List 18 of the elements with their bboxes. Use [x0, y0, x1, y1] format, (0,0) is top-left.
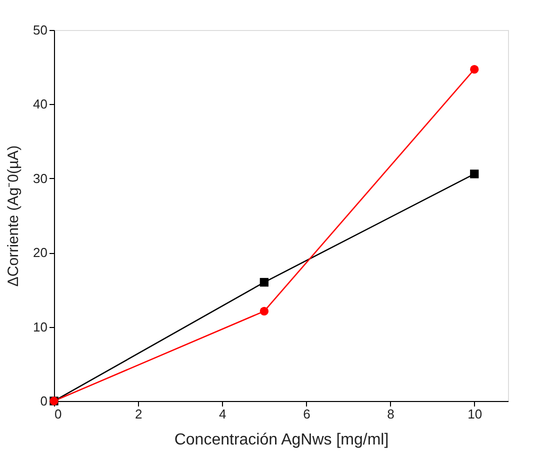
x-axis-title: Concentración AgNws [mg/ml]	[174, 432, 389, 448]
y-tick-label: 0	[40, 394, 48, 408]
point	[260, 278, 269, 287]
y-tick-label: 30	[33, 170, 48, 186]
y-tick-label: 40	[33, 96, 48, 112]
y-tick-label: 50	[33, 22, 48, 38]
x-tick-label: 0	[54, 406, 62, 422]
y-tick-label: 10	[33, 319, 48, 334]
x-tick-label: 10	[468, 406, 482, 422]
x-tick-label: 2	[134, 406, 142, 422]
point	[260, 306, 269, 316]
x-tick-label: 4	[219, 406, 226, 422]
x-tick-label: 6	[303, 406, 310, 422]
y-tick-label: 20	[33, 245, 48, 260]
point	[470, 170, 479, 178]
x-tick-label: 8	[387, 406, 394, 422]
y-axis-title: ΔCorriente (Ag⁻0(µA)	[5, 145, 22, 287]
point	[470, 65, 479, 74]
